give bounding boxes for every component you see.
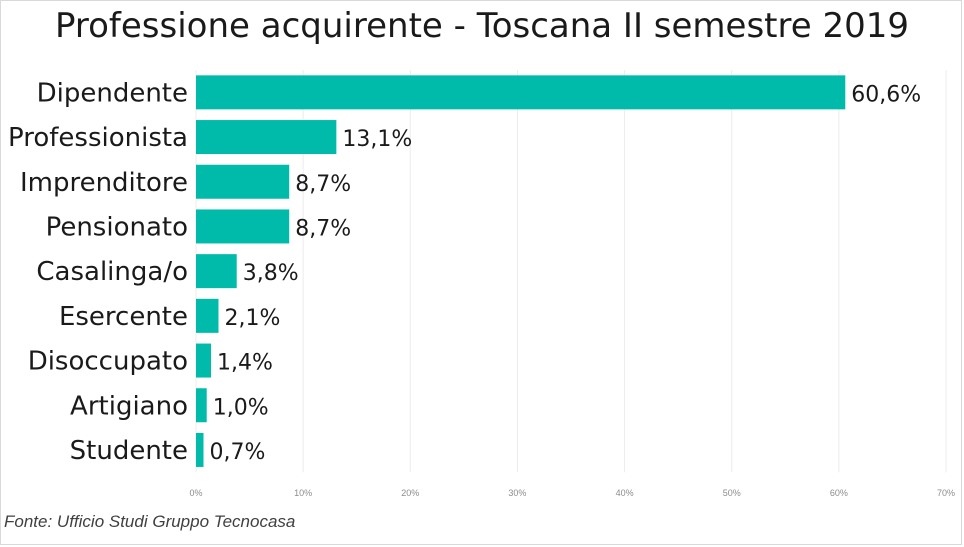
bar: [196, 343, 211, 378]
x-tick-label: 0%: [189, 488, 202, 498]
bar: [196, 209, 290, 244]
category-label: Dipendente: [37, 78, 188, 108]
category-label: Professionista: [8, 123, 188, 153]
x-tick-label: 50%: [723, 488, 741, 498]
bar: [196, 432, 204, 467]
bar: [196, 75, 846, 110]
data-label: 8,7%: [295, 216, 351, 241]
data-label: 0,7%: [210, 440, 266, 465]
data-label: 1,4%: [217, 351, 273, 376]
x-tick-label: 70%: [937, 488, 955, 498]
chart-title: Professione acquirente - Toscana II seme…: [54, 6, 909, 46]
data-label: 1,0%: [213, 395, 269, 420]
bar: [196, 388, 207, 423]
bar: [196, 164, 290, 199]
category-label: Esercente: [59, 302, 188, 332]
bar: [196, 120, 337, 155]
category-label: Disoccupato: [28, 347, 188, 377]
category-label: Artigiano: [70, 391, 188, 421]
category-label: Casalinga/o: [36, 257, 188, 287]
x-tick-label: 10%: [294, 488, 312, 498]
data-label: 8,7%: [295, 172, 351, 197]
data-label: 2,1%: [225, 306, 281, 331]
category-label: Imprenditore: [20, 168, 188, 198]
category-label: Pensionato: [46, 212, 188, 242]
x-tick-label: 30%: [508, 488, 526, 498]
bar: [196, 254, 237, 289]
category-label: Studente: [70, 436, 188, 466]
bar: [196, 298, 219, 333]
data-label: 13,1%: [342, 127, 412, 152]
x-tick-label: 40%: [616, 488, 634, 498]
x-tick-label: 60%: [830, 488, 848, 498]
data-label: 60,6%: [851, 82, 921, 107]
source-note: Fonte: Ufficio Studi Gruppo Tecnocasa: [4, 512, 296, 531]
data-label: 3,8%: [243, 261, 299, 286]
x-tick-label: 20%: [401, 488, 419, 498]
